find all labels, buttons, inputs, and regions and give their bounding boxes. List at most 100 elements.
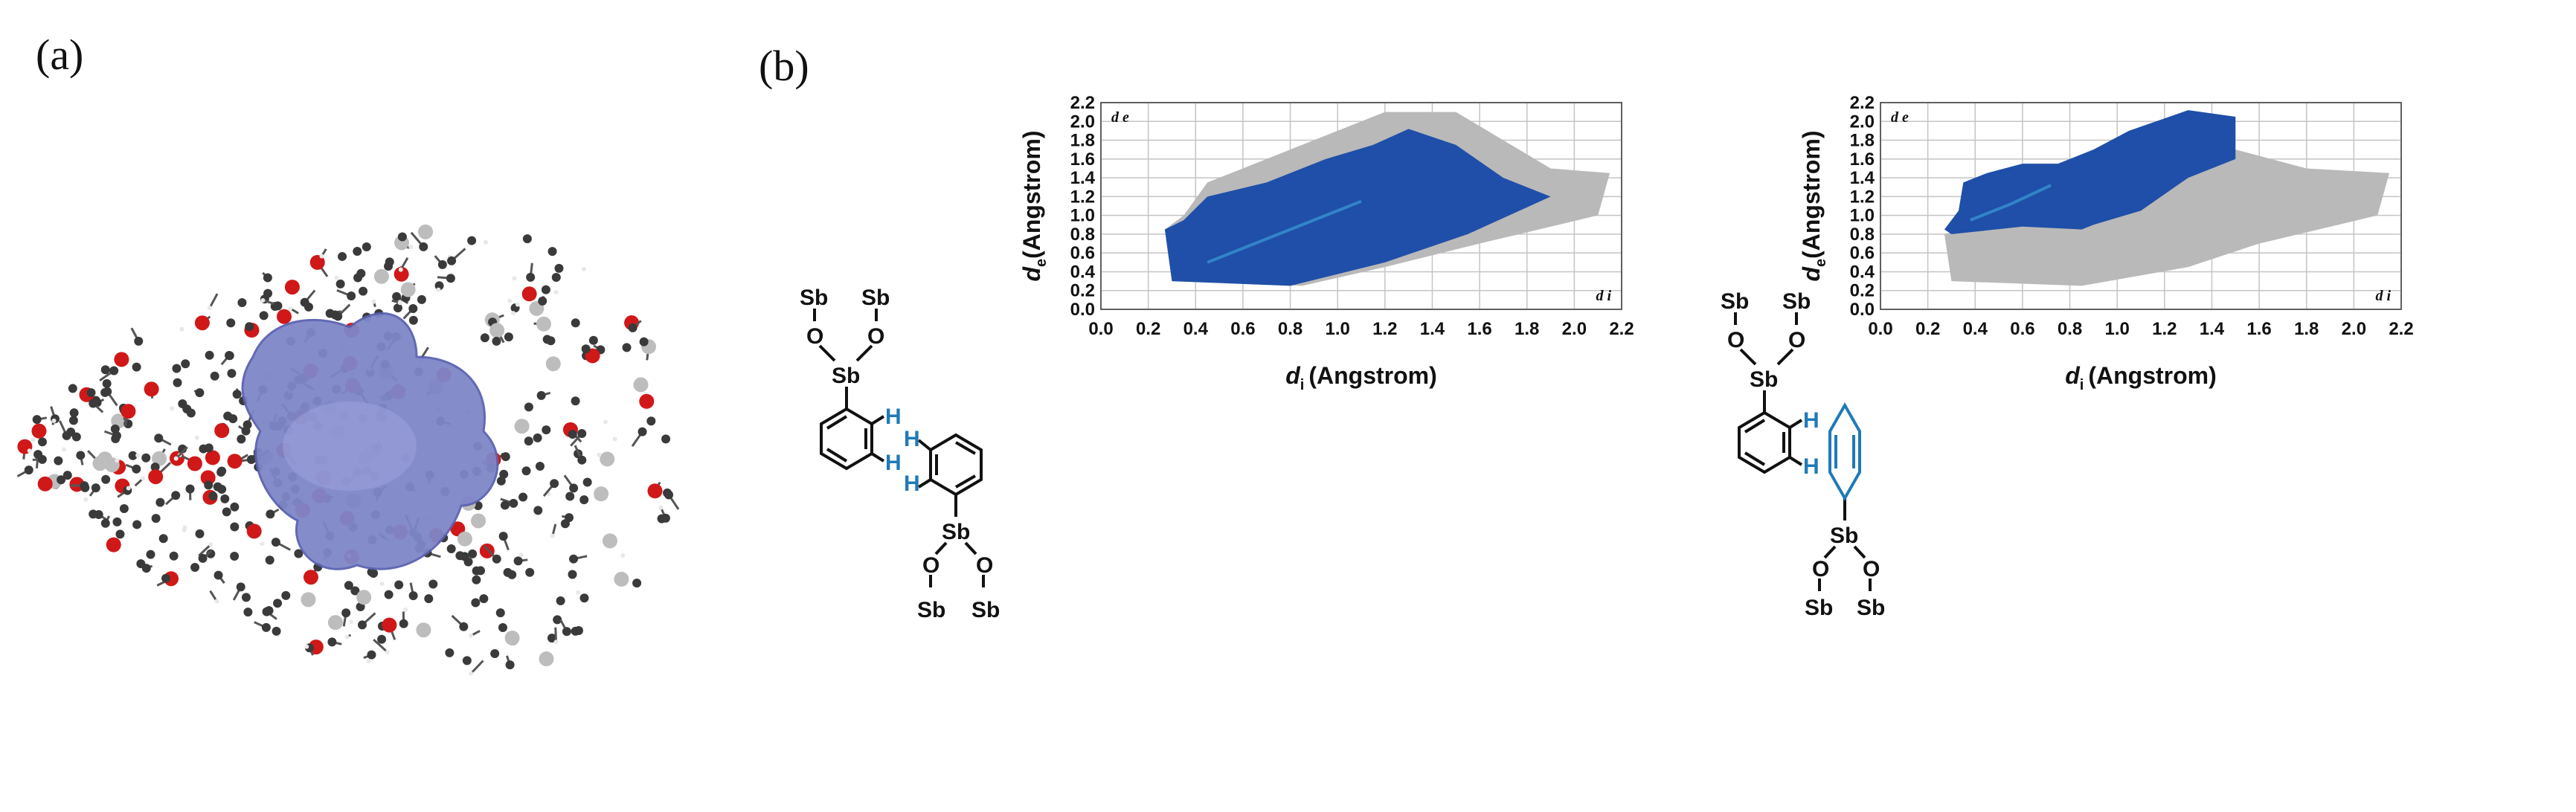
x-tick-label: 2.0 [2342, 319, 2366, 339]
atom-sphere [303, 570, 318, 585]
atom-sphere [121, 404, 136, 419]
atom-sphere [382, 617, 397, 633]
atom-sphere [367, 650, 376, 660]
x-axis-label: di (Angstrom) [1285, 362, 1437, 393]
atom-sphere [357, 620, 367, 630]
atom-sphere [226, 318, 236, 328]
atom-sphere [83, 497, 89, 502]
atom-sphere [110, 424, 120, 434]
atom-sphere [437, 260, 447, 269]
atom-sphere [236, 582, 245, 592]
y-axis-label: de(Angstrom) [1018, 130, 1050, 281]
y-tick-label: 2.0 [1850, 112, 1875, 132]
x-tick-label: 1.6 [2246, 319, 2271, 339]
atom-sphere [467, 236, 477, 245]
atom-sphere [553, 639, 559, 645]
atom-sphere [571, 396, 580, 406]
y-tick-label: 0.6 [1070, 243, 1095, 263]
atom-sphere [577, 455, 587, 465]
atom-sphere [207, 306, 212, 311]
x-tick-label: 1.6 [1467, 319, 1491, 339]
atom-sphere [134, 336, 144, 346]
atom-sb: Sb [800, 286, 828, 310]
atom-sphere [68, 384, 77, 393]
atom-sphere [241, 426, 251, 436]
y-tick-label: 0.8 [1070, 225, 1095, 245]
atom-sphere [194, 315, 210, 331]
y-tick-label: 2.2 [1850, 93, 1875, 113]
atom-sphere [272, 626, 281, 636]
atom-sphere [91, 483, 100, 493]
x-tick-label: 1.0 [1325, 319, 1349, 339]
atom-o: O [806, 324, 823, 349]
atom-sphere [498, 622, 507, 632]
atom-sphere [582, 477, 592, 487]
atom-sphere [524, 402, 533, 412]
atom-sphere [31, 423, 47, 439]
atom-sphere [100, 518, 110, 528]
atom-sphere [507, 298, 513, 303]
atom-sphere [263, 289, 273, 298]
atom-sphere [152, 451, 167, 466]
atom-sphere [214, 423, 230, 439]
x-tick-label: 2.2 [2389, 319, 2413, 339]
atom-sphere [579, 495, 589, 505]
atom-sphere [114, 352, 129, 367]
atom-sphere [37, 476, 53, 492]
atom-sphere [173, 456, 179, 461]
atom-sphere [150, 463, 160, 472]
atom-sphere [547, 247, 557, 257]
atom-sphere [588, 335, 598, 345]
atom-sphere [327, 637, 337, 647]
atom-sphere [230, 522, 240, 532]
atom-sphere [241, 593, 251, 602]
atom-sphere [338, 251, 347, 261]
atom-sphere [447, 256, 457, 265]
atom-sphere [227, 369, 237, 378]
atom-sphere [542, 425, 551, 435]
atom-sphere [657, 514, 667, 523]
atom-sphere [471, 598, 481, 608]
atom-sphere [445, 648, 455, 657]
atom-sphere [568, 430, 577, 439]
atom-sphere [479, 594, 489, 604]
atom-sphere [185, 484, 195, 494]
atom-sphere [455, 551, 465, 561]
atom-sphere [353, 247, 362, 257]
y-tick-label: 1.2 [1850, 187, 1875, 207]
atom-h: H [904, 471, 920, 496]
x-tick-label: 1.8 [1515, 319, 1539, 339]
atom-sphere [344, 634, 350, 639]
atom-sphere [397, 232, 407, 242]
atom-sphere [260, 297, 266, 303]
atom-sphere [136, 559, 146, 569]
atom-sphere [115, 529, 125, 539]
atom-sphere [495, 608, 505, 618]
atom-sphere [536, 390, 546, 400]
atom-sphere [112, 431, 121, 441]
atom-sphere [518, 552, 524, 558]
atom-sphere [154, 434, 164, 443]
chemical-structure-sb-labels: Sb Sb [917, 598, 1000, 622]
atom-sphere [246, 523, 262, 539]
chemical-structure-ch-pi: Sb Sb O O Sb H H Sb O O Sb Sb [1721, 289, 1885, 620]
corner-label-di: d i [2375, 288, 2391, 304]
atom-sphere [198, 553, 208, 563]
density-highlight [1970, 184, 2052, 222]
atom-sphere [515, 302, 520, 307]
atom-sphere [550, 533, 555, 538]
atom-sphere [379, 581, 385, 587]
atom-sphere [504, 332, 513, 342]
atom-sphere [86, 388, 96, 398]
atom-sphere [637, 427, 647, 436]
x-tick-label: 1.2 [2152, 319, 2177, 339]
atom-sphere [141, 476, 146, 481]
atom-sphere [161, 573, 171, 583]
atom-sphere [394, 266, 409, 282]
atom-sphere [243, 608, 253, 617]
atom-sphere [556, 596, 565, 605]
atom-sphere [222, 507, 231, 517]
fingerprint-plot-ch-pi: 0.0 0.2 0.4 0.6 0.8 1.0 1.2 1.4 1.6 1.8 2.0 2.20.00… [1798, 93, 2414, 393]
x-tick-label: 0.6 [2010, 319, 2034, 339]
atom-sphere [119, 503, 129, 513]
